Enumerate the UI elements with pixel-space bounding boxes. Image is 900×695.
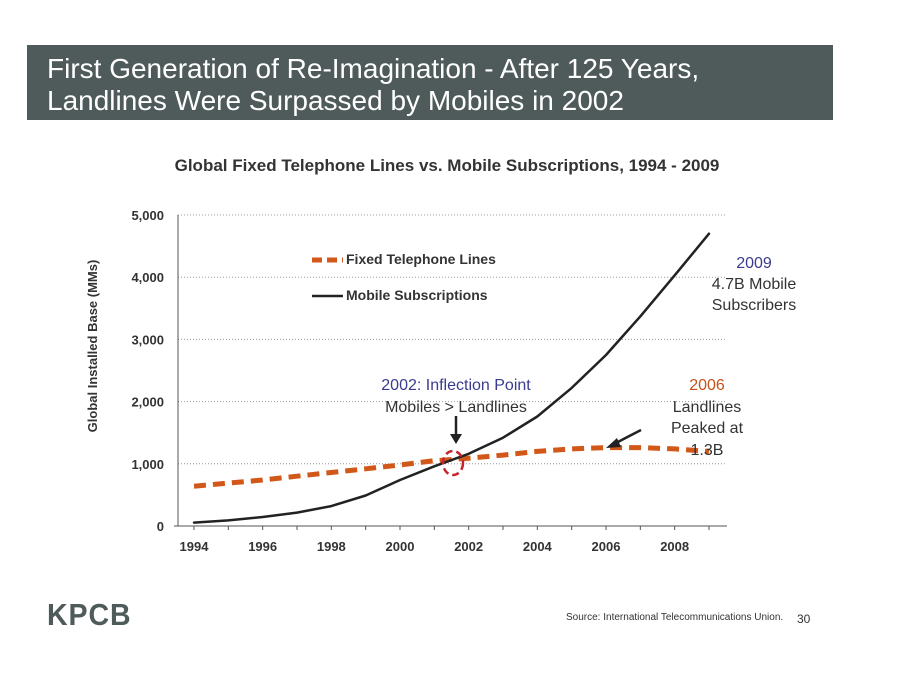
page-title-line-2: Landlines Were Surpassed by Mobiles in 2… (47, 85, 624, 116)
kpcb-logo: KPCB (47, 597, 132, 632)
y-tick-label: 5,000 (131, 208, 164, 223)
annotation-mobile-line1: 4.7B Mobile (712, 276, 797, 293)
x-tick-label: 2000 (386, 539, 415, 554)
x-tick-label: 1994 (180, 539, 210, 554)
inflection-circle (441, 449, 465, 477)
x-tick-label: 2004 (523, 539, 553, 554)
series-line-fixed-telephone-lines (193, 445, 710, 489)
inflection-arrow (450, 416, 462, 444)
x-tick-label: 2006 (592, 539, 621, 554)
x-tick-label: 2008 (660, 539, 689, 554)
annotation-peak-year: 2006 (689, 377, 725, 394)
annotation-inflection-title: 2002: Inflection Point (381, 377, 531, 394)
source-note: Source: International Telecommunications… (566, 612, 784, 623)
legend-label-mobile: Mobile Subscriptions (346, 287, 488, 303)
page-title-line-1: First Generation of Re-Imagination - Aft… (47, 53, 700, 84)
legend: Fixed Telephone Lines Mobile Subscriptio… (312, 251, 496, 303)
y-tick-label: 1,000 (131, 457, 164, 472)
y-tick-label: 3,000 (131, 332, 164, 347)
x-tick-label: 1998 (317, 539, 346, 554)
peak-arrow (606, 428, 642, 448)
x-tick-label: 1996 (248, 539, 277, 554)
series-layer (192, 232, 711, 524)
y-tick-label: 0 (157, 519, 164, 534)
y-axis-label: Global Installed Base (MMs) (85, 260, 100, 433)
series-line-mobile-subscriptions (192, 232, 711, 524)
axes: 0 1,000 2,000 3,000 4,000 5,000 1994 1996 1998 20… (131, 208, 727, 554)
annotation-peak-line1: Landlines (673, 399, 742, 416)
y-tick-label: 4,000 (131, 270, 164, 285)
chart-title: Global Fixed Telephone Lines vs. Mobile … (175, 156, 720, 175)
legend-label-fixed: Fixed Telephone Lines (346, 251, 496, 267)
y-tick-label: 2,000 (131, 395, 164, 410)
annotation-peak-line3: 1.3B (691, 442, 724, 459)
annotation-mobile-year: 2009 (736, 255, 772, 272)
title-banner: First Generation of Re-Imagination - Aft… (27, 45, 833, 120)
x-tick-label: 2002 (454, 539, 483, 554)
annotation-peak-line2: Peaked at (671, 420, 744, 437)
page-number: 30 (797, 612, 811, 626)
annotation-mobile-line2: Subscribers (712, 297, 796, 314)
annotation-inflection-sub: Mobiles > Landlines (385, 399, 527, 416)
